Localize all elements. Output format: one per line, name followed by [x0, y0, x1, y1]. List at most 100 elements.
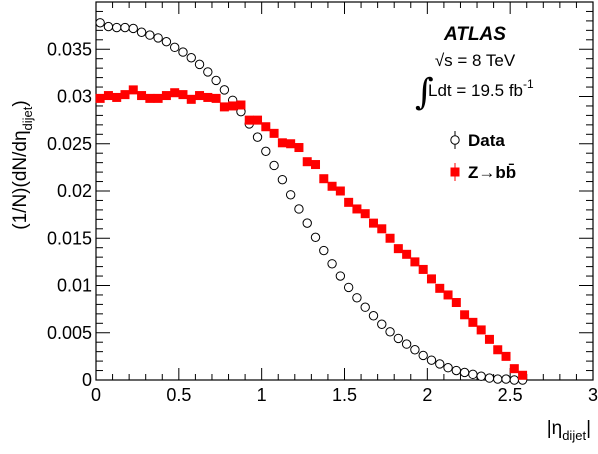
data-point: [120, 22, 130, 33]
data-point: [360, 302, 370, 312]
data-point: [468, 369, 478, 380]
zbb-point: [211, 93, 221, 103]
zbb-point: [352, 204, 362, 214]
zbb-point: [501, 351, 511, 361]
data-point: [393, 333, 404, 344]
data-point: [294, 204, 304, 214]
zbb-point: [120, 90, 130, 100]
legend: Data Z→bb̄: [450, 131, 516, 182]
data-point: [277, 174, 288, 185]
zbb-point: [393, 244, 403, 254]
data-series: [95, 18, 528, 385]
zbb-point: [385, 233, 395, 243]
data-point: [161, 36, 172, 47]
data-point: [476, 371, 486, 381]
zbb-point: [319, 174, 329, 184]
y-axis-title-end: ): [10, 100, 31, 106]
y-tick-label: 0: [82, 370, 92, 390]
zbb-point: [443, 290, 453, 300]
data-point: [285, 190, 296, 200]
zbb-point: [112, 92, 122, 102]
zbb-point: [253, 115, 263, 125]
legend-data-marker: [450, 131, 460, 149]
data-point: [261, 146, 271, 157]
zbb-point: [410, 257, 420, 267]
zbb-point: [484, 334, 494, 344]
data-point: [211, 75, 221, 86]
zbb-point: [368, 218, 378, 228]
data-point: [219, 85, 230, 95]
zbb-point: [137, 91, 147, 101]
y-tick-labels: 0 0.005 0.01 0.015 0.02 0.025 0.03 0.035: [47, 39, 92, 390]
zbb-point: [476, 325, 486, 335]
zbb-point: [228, 101, 238, 111]
x-axis-title-main: |η: [547, 418, 563, 439]
zbb-point: [161, 91, 171, 101]
zbb-point: [186, 94, 196, 104]
zbb-point: [219, 102, 229, 112]
legend-zbb-marker: [450, 163, 460, 181]
data-point: [509, 375, 520, 385]
zbb-point: [402, 249, 412, 259]
zbb-point: [344, 197, 354, 207]
y-tick-label: 0.015: [47, 228, 92, 248]
zbb-point: [178, 90, 188, 100]
data-point: [385, 327, 395, 337]
data-point: [335, 271, 346, 281]
zbb-point: [377, 224, 387, 234]
zbb-point: [426, 274, 436, 284]
zbb-point: [203, 92, 213, 102]
data-point: [153, 33, 163, 43]
lumi-text: Ldt = 19.5 fb: [428, 81, 523, 100]
axis-ticks: [95, 2, 594, 381]
data-point: [310, 232, 321, 243]
data-point: [459, 367, 470, 378]
zbb-point: [468, 317, 478, 327]
zbb-point: [451, 298, 461, 308]
zbb-point: [327, 181, 337, 191]
zbb-point: [418, 264, 428, 274]
data-point: [377, 319, 387, 329]
y-tick-label: 0.035: [47, 39, 92, 59]
x-tick-label: 2.5: [498, 385, 523, 405]
zbb-point: [302, 157, 312, 167]
zbb-point: [269, 128, 279, 138]
y-tick-label: 0.03: [57, 87, 92, 107]
zbb-series: [95, 85, 528, 380]
data-point: [178, 47, 188, 57]
data-point: [443, 363, 453, 373]
zbb-point: [509, 364, 519, 374]
x-tick-labels: 0 0.5 1 1.5 2 2.5 3: [91, 385, 598, 405]
data-point: [484, 373, 495, 383]
data-point: [136, 27, 147, 37]
data-point: [252, 132, 263, 142]
zbb-point: [518, 370, 528, 380]
data-point: [435, 359, 445, 369]
data-point: [327, 259, 337, 269]
data-point: [194, 59, 205, 70]
data-point: [368, 311, 379, 321]
y-tick-label: 0.005: [47, 323, 92, 343]
zbb-point: [493, 345, 503, 355]
zbb-point: [335, 186, 345, 196]
energy-label: √s = 8 TeV: [435, 51, 516, 70]
data-point: [145, 30, 155, 40]
integral-symbol: ∫: [415, 72, 434, 113]
atlas-label: ATLAS: [443, 24, 506, 45]
zbb-point: [277, 138, 287, 148]
zbb-point: [195, 91, 205, 101]
y-axis-title-sub: dijet: [20, 106, 35, 130]
zbb-point: [286, 139, 296, 149]
data-point: [352, 293, 362, 303]
y-tick-label: 0.01: [57, 276, 92, 296]
lumi-sup: -1: [523, 77, 534, 91]
lumi-label: Ldt = 19.5 fb-1: [428, 77, 534, 100]
zbb-point: [360, 209, 370, 219]
x-axis-title-sub: dijet: [562, 428, 586, 443]
data-point: [401, 339, 412, 349]
x-tick-label: 0.5: [166, 385, 191, 405]
zbb-point: [128, 85, 138, 95]
zbb-point: [145, 93, 155, 103]
data-point: [103, 21, 114, 32]
